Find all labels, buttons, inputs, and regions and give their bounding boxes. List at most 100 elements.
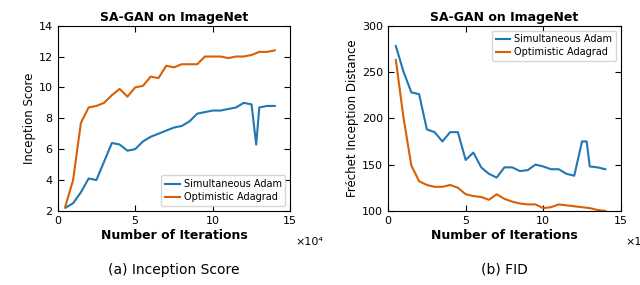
Optimistic Adagrad — [116, 87, 124, 91]
Optimistic Adagrad — [578, 205, 586, 209]
Optimistic Adagrad — [400, 117, 408, 120]
Simultaneous Adam — [93, 178, 100, 182]
Optimistic Adagrad — [201, 55, 209, 58]
Simultaneous Adam — [84, 177, 92, 180]
Optimistic Adagrad — [477, 195, 485, 199]
Simultaneous Adam — [602, 168, 609, 171]
Text: (b) FID: (b) FID — [481, 263, 528, 277]
Optimistic Adagrad — [84, 106, 92, 109]
Simultaneous Adam — [193, 112, 201, 115]
Optimistic Adagrad — [108, 93, 116, 97]
Title: SA-GAN on ImageNet: SA-GAN on ImageNet — [100, 11, 248, 25]
Simultaneous Adam — [252, 143, 260, 146]
Optimistic Adagrad — [470, 194, 477, 198]
Optimistic Adagrad — [186, 62, 193, 66]
Optimistic Adagrad — [540, 206, 547, 210]
Optimistic Adagrad — [163, 64, 170, 68]
Optimistic Adagrad — [217, 55, 225, 58]
Simultaneous Adam — [493, 176, 500, 179]
Text: ×10⁴: ×10⁴ — [295, 237, 323, 247]
Optimistic Adagrad — [524, 203, 532, 206]
Optimistic Adagrad — [493, 193, 500, 196]
Optimistic Adagrad — [602, 209, 609, 213]
Optimistic Adagrad — [232, 55, 240, 58]
Simultaneous Adam — [124, 149, 131, 152]
Optimistic Adagrad — [131, 86, 139, 89]
Optimistic Adagrad — [485, 198, 493, 201]
Simultaneous Adam — [462, 158, 470, 162]
Optimistic Adagrad — [93, 104, 100, 108]
Optimistic Adagrad — [248, 53, 255, 57]
Optimistic Adagrad — [124, 95, 131, 98]
Optimistic Adagrad — [462, 193, 470, 196]
Optimistic Adagrad — [408, 164, 415, 167]
Optimistic Adagrad — [155, 76, 163, 80]
Simultaneous Adam — [555, 168, 563, 171]
Y-axis label: Fréchet Inception Distance: Fréchet Inception Distance — [346, 39, 359, 197]
Optimistic Adagrad — [532, 203, 540, 206]
Simultaneous Adam — [147, 135, 154, 139]
Optimistic Adagrad — [446, 183, 454, 187]
Simultaneous Adam — [263, 104, 271, 108]
Simultaneous Adam — [100, 160, 108, 163]
Line: Optimistic Adagrad: Optimistic Adagrad — [396, 60, 605, 211]
Simultaneous Adam — [570, 174, 578, 177]
Optimistic Adagrad — [61, 205, 69, 208]
Simultaneous Adam — [532, 163, 540, 166]
Simultaneous Adam — [431, 131, 438, 134]
Simultaneous Adam — [170, 126, 178, 129]
Simultaneous Adam — [155, 132, 163, 135]
Y-axis label: Inception Score: Inception Score — [23, 73, 36, 164]
Simultaneous Adam — [248, 103, 255, 106]
Title: SA-GAN on ImageNet: SA-GAN on ImageNet — [430, 11, 579, 25]
Legend: Simultaneous Adam, Optimistic Adagrad: Simultaneous Adam, Optimistic Adagrad — [161, 175, 285, 206]
Simultaneous Adam — [201, 110, 209, 114]
Simultaneous Adam — [454, 131, 461, 134]
Simultaneous Adam — [163, 129, 170, 132]
Optimistic Adagrad — [147, 75, 154, 78]
Simultaneous Adam — [500, 166, 508, 169]
Text: (a) Inception Score: (a) Inception Score — [108, 263, 240, 277]
Optimistic Adagrad — [77, 121, 84, 125]
Simultaneous Adam — [423, 128, 431, 131]
Optimistic Adagrad — [594, 208, 602, 212]
Simultaneous Adam — [240, 101, 248, 105]
X-axis label: Number of Iterations: Number of Iterations — [100, 229, 247, 242]
Optimistic Adagrad — [139, 84, 147, 87]
Simultaneous Adam — [485, 172, 493, 176]
Optimistic Adagrad — [555, 203, 563, 206]
Optimistic Adagrad — [69, 178, 77, 182]
Simultaneous Adam — [139, 140, 147, 143]
Optimistic Adagrad — [225, 56, 232, 60]
Optimistic Adagrad — [431, 185, 438, 189]
Simultaneous Adam — [178, 124, 186, 128]
Simultaneous Adam — [563, 172, 570, 176]
Optimistic Adagrad — [240, 55, 248, 58]
Simultaneous Adam — [209, 109, 216, 112]
Simultaneous Adam — [232, 106, 240, 109]
Line: Simultaneous Adam: Simultaneous Adam — [396, 46, 605, 178]
Optimistic Adagrad — [508, 200, 516, 203]
Optimistic Adagrad — [193, 62, 201, 66]
Optimistic Adagrad — [178, 62, 186, 66]
Simultaneous Adam — [438, 140, 446, 143]
Optimistic Adagrad — [263, 50, 271, 54]
Optimistic Adagrad — [547, 205, 555, 209]
Simultaneous Adam — [61, 206, 69, 209]
Optimistic Adagrad — [100, 101, 108, 105]
Simultaneous Adam — [508, 166, 516, 169]
Optimistic Adagrad — [209, 55, 216, 58]
Simultaneous Adam — [255, 106, 263, 109]
Simultaneous Adam — [400, 70, 408, 74]
Simultaneous Adam — [77, 191, 84, 194]
Optimistic Adagrad — [586, 206, 594, 210]
Simultaneous Adam — [516, 169, 524, 173]
X-axis label: Number of Iterations: Number of Iterations — [431, 229, 578, 242]
Line: Simultaneous Adam: Simultaneous Adam — [65, 103, 275, 208]
Simultaneous Adam — [524, 168, 532, 172]
Optimistic Adagrad — [516, 202, 524, 205]
Simultaneous Adam — [225, 107, 232, 111]
Simultaneous Adam — [271, 104, 278, 108]
Optimistic Adagrad — [570, 205, 578, 208]
Simultaneous Adam — [586, 165, 594, 168]
